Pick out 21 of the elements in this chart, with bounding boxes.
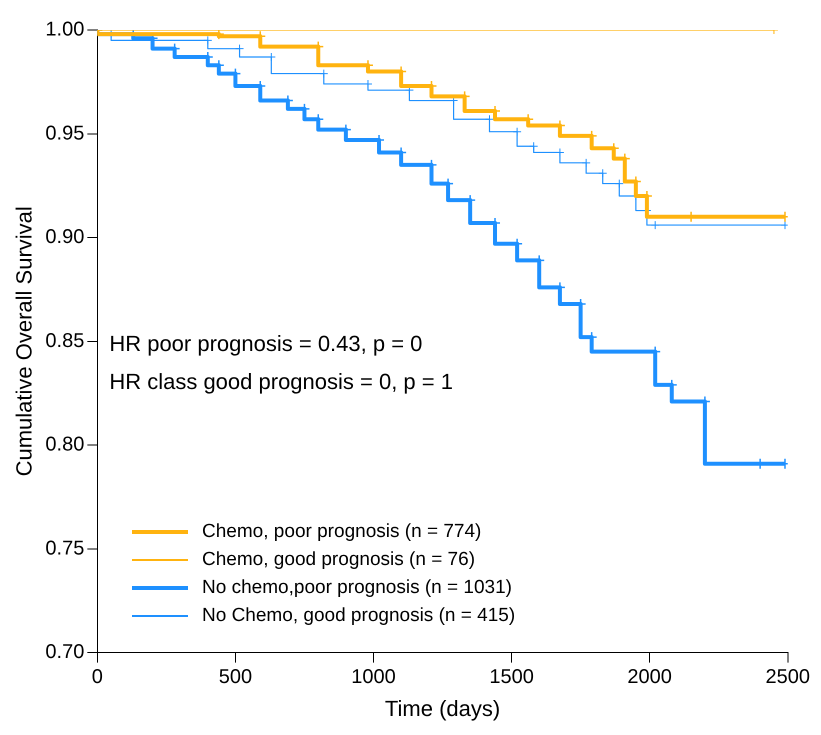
y-tick-label: 0.75 xyxy=(45,537,84,560)
y-tick-label: 0.70 xyxy=(45,641,84,664)
x-tick-label: 2000 xyxy=(627,666,672,688)
legend-label: Chemo, poor prognosis (n = 774) xyxy=(202,521,482,543)
y-tick-label: 0.90 xyxy=(45,226,84,248)
annotation: HR poor prognosis = 0.43, p = 0 xyxy=(109,331,422,356)
y-tick-label: 1.00 xyxy=(45,18,84,41)
annotation: HR class good prognosis = 0, p = 1 xyxy=(109,369,453,394)
y-tick-label: 0.95 xyxy=(45,122,84,144)
y-tick-label: 0.85 xyxy=(45,330,84,352)
x-tick-label: 1000 xyxy=(351,666,396,688)
legend-label: Chemo, good prognosis (n = 76) xyxy=(202,549,476,571)
y-tick-label: 0.80 xyxy=(45,434,84,456)
x-tick-label: 2500 xyxy=(766,666,810,688)
y-axis-title: Cumulative Overall Survival xyxy=(11,206,36,476)
legend-label: No chemo,poor prognosis (n = 1031) xyxy=(202,577,512,599)
x-axis-title: Time (days) xyxy=(384,696,500,721)
x-tick-label: 0 xyxy=(92,666,103,688)
x-tick-label: 1500 xyxy=(489,666,534,688)
x-tick-label: 500 xyxy=(218,666,252,688)
legend-label: No Chemo, good prognosis (n = 415) xyxy=(202,605,516,627)
